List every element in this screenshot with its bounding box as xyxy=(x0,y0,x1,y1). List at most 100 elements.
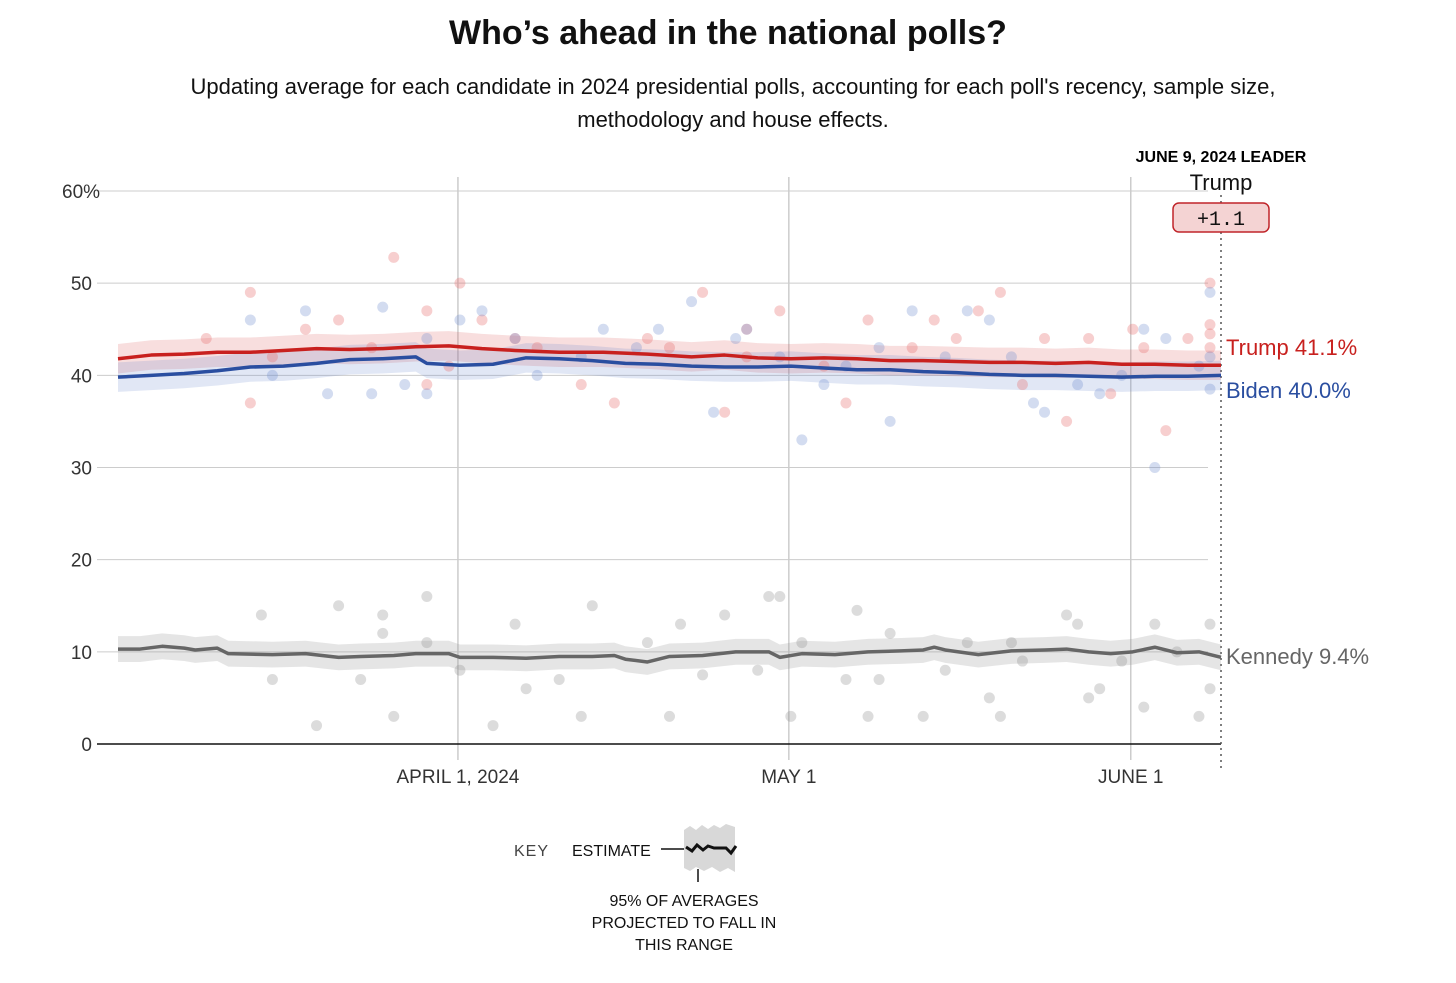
kennedy-poll-dot xyxy=(1116,655,1128,667)
y-tick-label: 0 xyxy=(81,735,92,756)
kennedy-poll-dot xyxy=(675,618,687,630)
kennedy-confidence-band xyxy=(118,633,1221,675)
kennedy-poll-dot xyxy=(796,637,808,649)
kennedy-poll-dot xyxy=(851,604,863,616)
kennedy-poll-dot xyxy=(917,710,929,722)
kennedy-poll-dot xyxy=(509,618,521,630)
kennedy-poll-dot xyxy=(520,683,532,695)
biden-poll-dot xyxy=(266,369,278,381)
key-label: KEY xyxy=(514,843,549,860)
y-tick-label: 60% xyxy=(62,182,100,203)
kennedy-average-line xyxy=(118,644,1222,664)
kennedy-poll-dot xyxy=(641,637,653,649)
trump-poll-dot xyxy=(333,314,345,326)
kennedy-poll-dot xyxy=(873,673,885,685)
trump-poll-dot xyxy=(1204,328,1216,340)
kennedy-poll-dot xyxy=(939,664,951,676)
trump-end-label: Trump 41.1% xyxy=(1226,335,1357,360)
biden-poll-dot xyxy=(399,379,411,391)
biden-poll-dot xyxy=(1160,332,1172,344)
biden-average-line xyxy=(117,355,1222,379)
kennedy-poll-dot xyxy=(884,627,896,639)
key-range-line-1: 95% OF AVERAGES xyxy=(609,893,758,910)
kennedy-poll-dot xyxy=(421,591,433,603)
kennedy-poll-dot xyxy=(994,710,1006,722)
trump-poll-dot xyxy=(1204,277,1216,289)
biden-poll-dot xyxy=(906,305,918,317)
biden-poll-dot xyxy=(366,388,378,400)
trump-poll-dot xyxy=(266,351,278,363)
kennedy-poll-dot xyxy=(388,710,400,722)
trump-poll-dot xyxy=(641,332,653,344)
trump-poll-dot xyxy=(1138,342,1150,354)
trump-poll-dot xyxy=(300,323,312,335)
kennedy-poll-dot xyxy=(961,637,973,649)
key-estimate-line xyxy=(685,842,738,856)
x-tick-label: MAY 1 xyxy=(761,767,816,788)
kennedy-poll-dot xyxy=(1016,655,1028,667)
kennedy-poll-dot xyxy=(664,710,675,722)
trump-poll-dot xyxy=(421,305,433,317)
y-tick-label: 30 xyxy=(71,459,92,480)
biden-poll-dot xyxy=(1072,379,1084,391)
kennedy-poll-dot xyxy=(785,710,797,722)
kennedy-poll-dot xyxy=(862,710,874,722)
trump-poll-dot xyxy=(697,286,709,298)
trump-poll-dot xyxy=(244,397,256,409)
biden-poll-dot xyxy=(454,314,466,326)
trump-poll-dot xyxy=(1160,425,1172,437)
biden-poll-dot xyxy=(1204,383,1216,395)
trump-poll-dot xyxy=(928,314,940,326)
biden-poll-dot xyxy=(509,332,521,344)
trump-poll-dot xyxy=(950,332,962,344)
trump-poll-dot xyxy=(476,314,488,326)
leader-margin: +1.1 xyxy=(1197,209,1245,232)
biden-poll-dot xyxy=(652,323,664,335)
biden-poll-dot xyxy=(983,314,995,326)
chart-title: Who’s ahead in the national polls? xyxy=(449,14,1007,52)
biden-poll-dot xyxy=(597,323,609,335)
trump-poll-dot xyxy=(575,379,587,391)
biden-poll-dot xyxy=(421,332,433,344)
kennedy-poll-dot xyxy=(454,664,466,676)
kennedy-poll-dot xyxy=(355,673,367,685)
biden-poll-dot xyxy=(708,406,720,418)
biden-poll-dot xyxy=(630,342,642,354)
trump-poll-dot xyxy=(421,379,433,391)
biden-poll-dot xyxy=(818,379,830,391)
biden-poll-dot xyxy=(476,305,488,317)
trump-poll-dot xyxy=(454,277,466,289)
key-estimate-label: ESTIMATE xyxy=(572,843,651,860)
kennedy-poll-dot xyxy=(1005,637,1017,649)
trump-poll-dot xyxy=(741,323,753,335)
kennedy-poll-dot xyxy=(1193,710,1205,722)
biden-poll-dot xyxy=(873,342,885,354)
biden-poll-dot xyxy=(531,369,543,381)
trump-poll-dot xyxy=(1061,415,1073,427)
kennedy-poll-dot xyxy=(1204,683,1216,695)
y-tick-label: 50 xyxy=(71,274,92,295)
biden-poll-dot xyxy=(1149,462,1161,473)
trump-poll-dot xyxy=(1039,332,1051,344)
key-range-line-3: THIS RANGE xyxy=(635,937,733,954)
biden-poll-dot xyxy=(377,301,389,313)
y-tick-label: 20 xyxy=(71,551,92,572)
trump-poll-dot xyxy=(774,305,786,317)
kennedy-poll-dot xyxy=(719,609,731,621)
kennedy-poll-dot xyxy=(763,591,775,603)
biden-poll-dot xyxy=(796,434,808,446)
trump-poll-dot xyxy=(906,342,918,354)
trump-poll-dot xyxy=(840,397,852,409)
biden-poll-dot xyxy=(730,332,742,344)
trump-poll-dot xyxy=(388,251,400,263)
x-tick-label: JUNE 1 xyxy=(1098,767,1163,788)
biden-poll-dot xyxy=(686,296,698,308)
kennedy-poll-dot xyxy=(774,591,786,603)
biden-poll-dot xyxy=(1005,351,1017,363)
kennedy-poll-dot xyxy=(1138,701,1150,713)
biden-poll-dot xyxy=(322,388,334,400)
kennedy-poll-dot xyxy=(983,692,995,704)
biden-poll-dot xyxy=(244,314,256,326)
biden-poll-dot xyxy=(1094,388,1106,400)
